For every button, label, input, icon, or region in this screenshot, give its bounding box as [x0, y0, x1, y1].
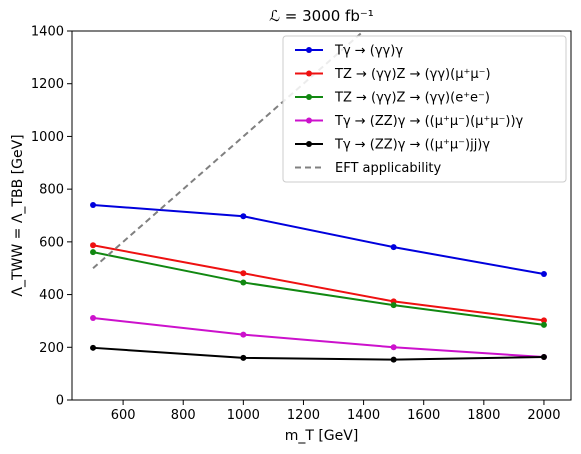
legend-label: Tγ → (ZZ)γ → ((μ⁺μ⁻)jj)γ: [334, 138, 490, 153]
data-point: [90, 249, 97, 256]
data-point: [90, 315, 97, 322]
x-axis-label: m_T [GeV]: [285, 428, 359, 444]
data-point: [90, 201, 97, 208]
legend-item: TZ → (γγ)Z → (γγ)(μ⁺μ⁻): [295, 67, 491, 82]
x-tick-label: 1400: [347, 408, 380, 423]
data-point: [240, 270, 247, 277]
data-point: [540, 271, 547, 278]
data-point: [90, 344, 97, 351]
legend-item: Tγ → (ZZ)γ → ((μ⁺μ⁻)(μ⁺μ⁻))γ: [295, 114, 524, 129]
legend-label: Tγ → (γγ)γ: [334, 44, 403, 59]
series-0: [90, 201, 547, 278]
y-tick-label: 1400: [31, 25, 64, 40]
x-tick-label: 1000: [227, 408, 260, 423]
data-point: [390, 302, 397, 309]
y-tick-label: 1200: [31, 77, 64, 92]
series-line: [92, 346, 544, 361]
y-tick-label: 800: [39, 183, 64, 198]
y-axis: 0 200 400 600 800 1000 1200 1400: [31, 25, 72, 409]
data-point: [540, 321, 547, 328]
data-point: [240, 354, 247, 361]
legend-label: TZ → (γγ)Z → (γγ)(μ⁺μ⁻): [334, 67, 491, 82]
x-tick-label: 800: [171, 408, 196, 423]
y-tick-label: 400: [39, 288, 64, 303]
data-point: [240, 213, 247, 220]
x-axis: 600 800 1000 1200 1400 1600 1800 2000: [111, 400, 560, 423]
legend-marker: [306, 70, 312, 77]
y-tick-label: 1000: [31, 130, 64, 145]
x-tick-label: 1800: [467, 408, 500, 423]
y-tick-label: 200: [39, 341, 64, 356]
legend-marker: [306, 141, 312, 147]
x-tick-label: 2000: [527, 408, 560, 423]
x-tick-label: 600: [111, 408, 136, 423]
series-4: [90, 344, 547, 363]
series-line: [92, 244, 545, 322]
x-tick-label: 1200: [287, 408, 320, 423]
series-3: [90, 315, 547, 361]
y-axis-label: Λ_TWW = Λ_TBB [GeV]: [10, 134, 26, 296]
y-tick-label: 0: [56, 394, 64, 409]
legend-item: EFT applicability: [295, 161, 442, 176]
chart-title: ℒ = 3000 fb⁻¹: [269, 7, 374, 25]
legend-marker: [306, 117, 312, 124]
data-point: [390, 344, 397, 351]
legend-marker: [306, 94, 312, 100]
legend-label: EFT applicability: [335, 161, 442, 176]
data-point: [90, 242, 97, 249]
legend-label: Tγ → (ZZ)γ → ((μ⁺μ⁻)(μ⁺μ⁻))γ: [334, 114, 524, 129]
legend-box: [282, 35, 567, 183]
legend: Tγ → (γγ)γ TZ → (γγ)Z → (γγ)(μ⁺μ⁻) TZ → (γ…: [282, 35, 567, 183]
series-line: [92, 203, 545, 275]
data-point: [540, 317, 547, 324]
data-point: [540, 354, 547, 361]
data-point: [240, 279, 247, 286]
legend-item: TZ → (γγ)Z → (γγ)(e⁺e⁻): [295, 91, 490, 106]
data-point: [390, 244, 397, 251]
legend-item: Tγ → (ZZ)γ → ((μ⁺μ⁻)jj)γ: [295, 138, 490, 153]
plot-frame: [71, 30, 572, 401]
data-point: [240, 331, 247, 338]
series-line: [92, 317, 545, 359]
x-tick-label: 1600: [407, 408, 440, 423]
legend-label: TZ → (γγ)Z → (γγ)(e⁺e⁻): [334, 91, 490, 106]
data-point: [390, 356, 397, 363]
y-tick-label: 600: [39, 235, 64, 250]
series-1: [90, 242, 547, 324]
series-2: [90, 249, 547, 328]
legend-item: Tγ → (γγ)γ: [295, 44, 403, 59]
series-line: [92, 251, 545, 326]
legend-marker: [306, 47, 312, 53]
